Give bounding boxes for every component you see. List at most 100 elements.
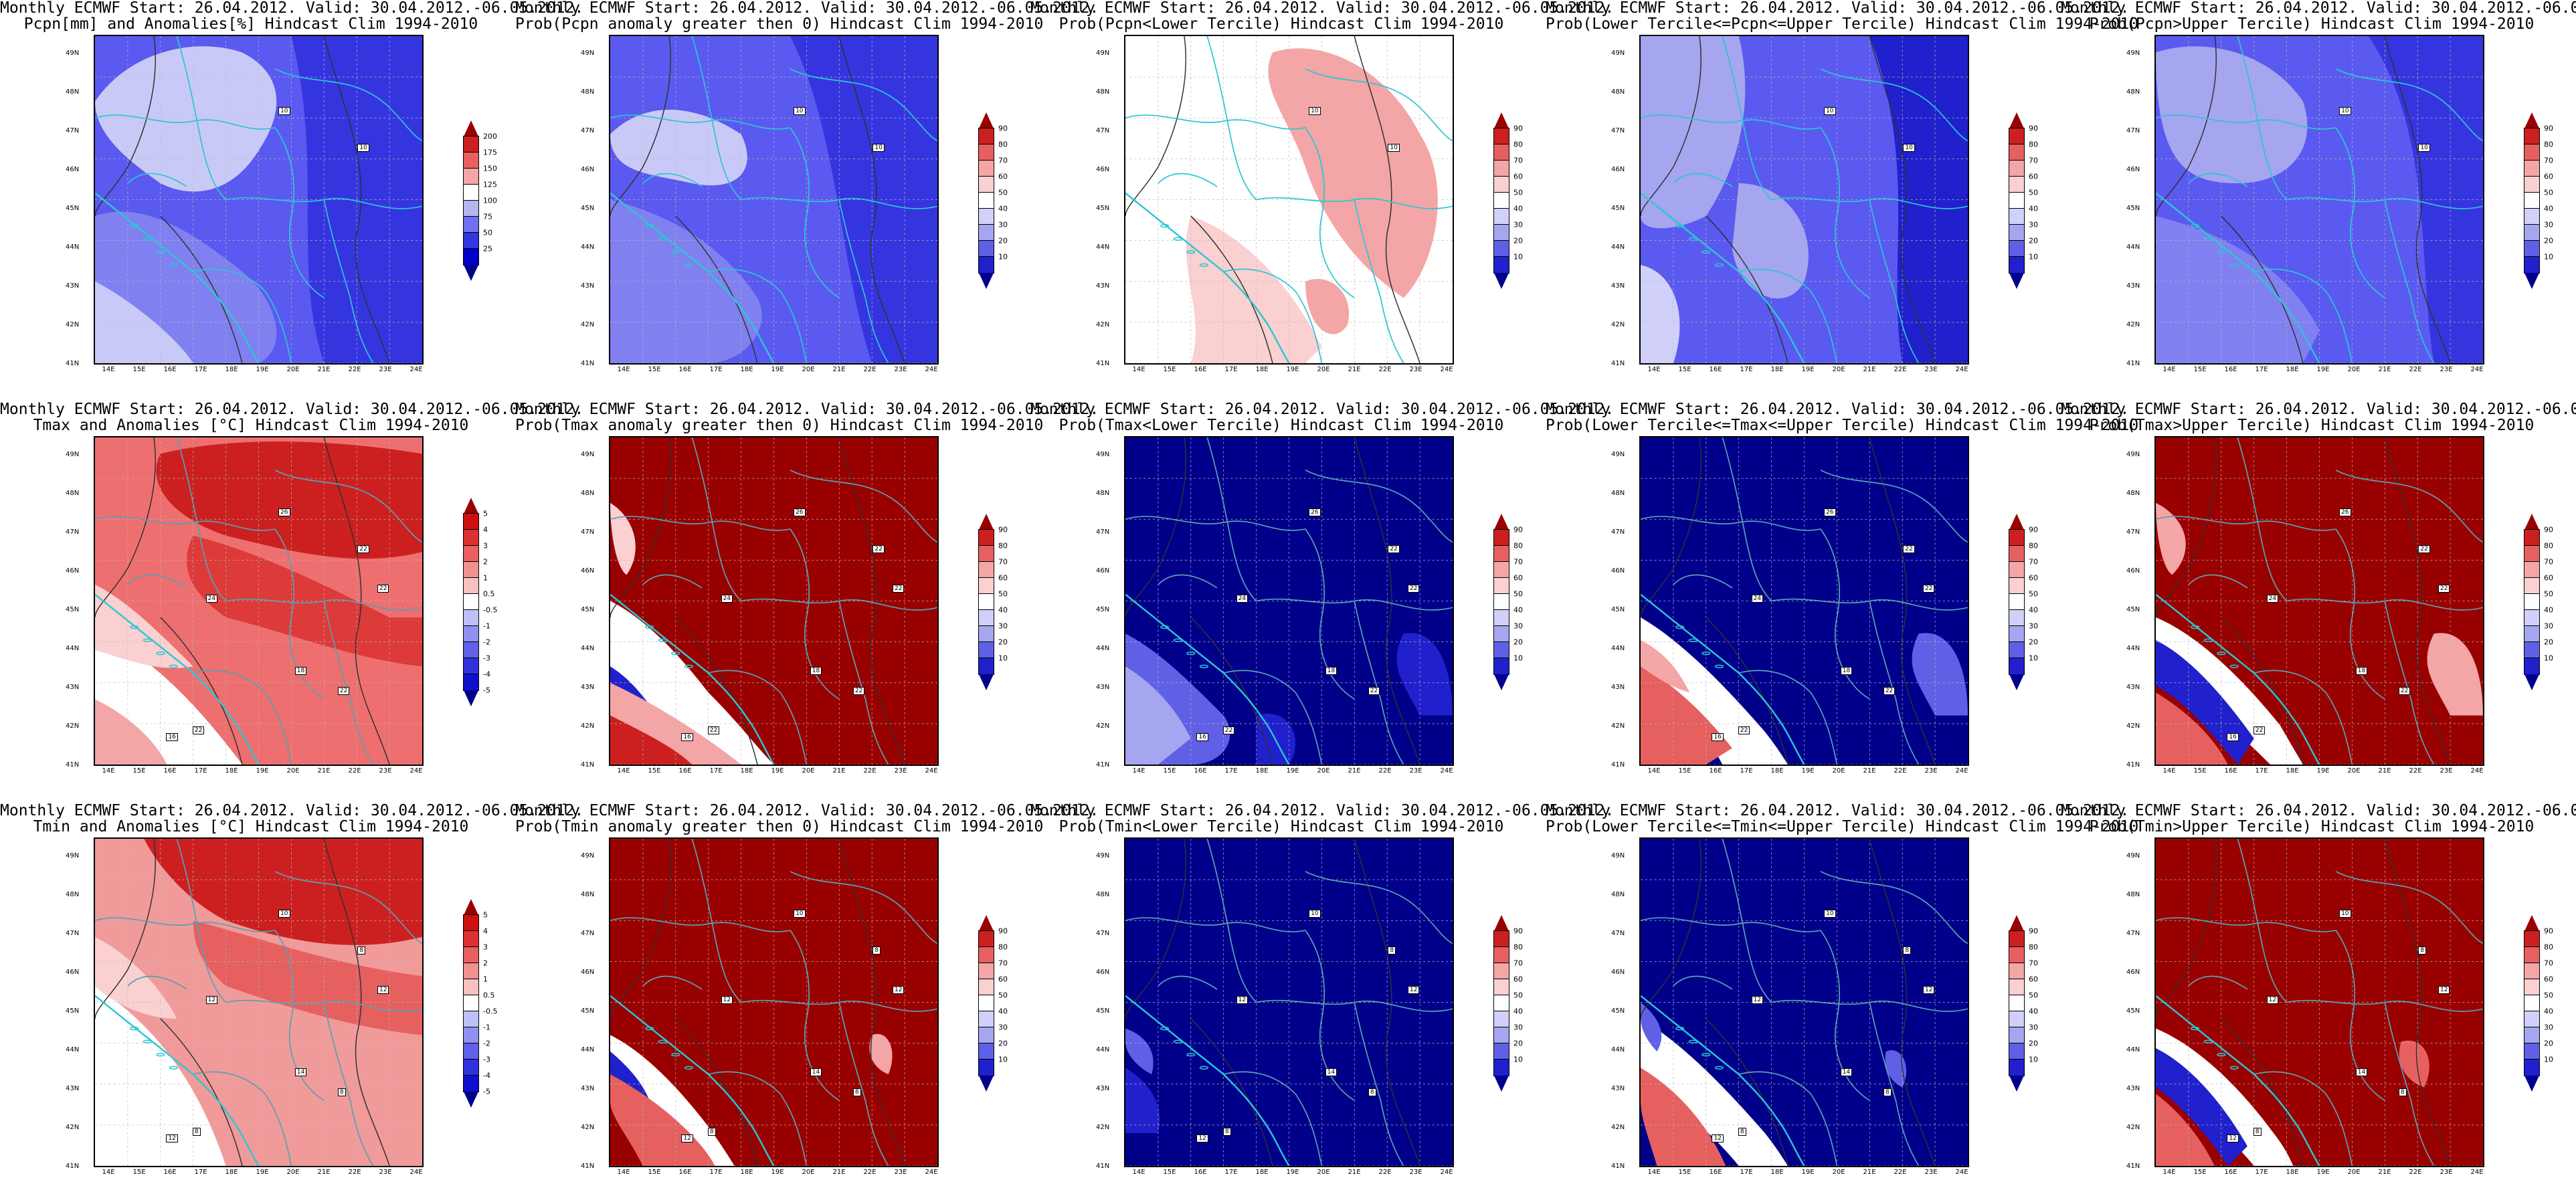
contour-line <box>675 215 758 363</box>
lon-tick-label: 15E <box>1163 1169 1176 1176</box>
field-region <box>95 585 193 668</box>
country-border <box>1722 437 1772 602</box>
country-border <box>2188 975 2248 990</box>
contour-label: 22 <box>2418 544 2430 553</box>
country-border <box>2237 839 2288 1003</box>
country-border <box>95 516 276 531</box>
lat-tick-label: 44N <box>2126 243 2140 251</box>
lon-tick-label: 16E <box>2224 366 2237 373</box>
colorbar-label: 1 <box>483 975 488 984</box>
lat-tick-label: 46N <box>581 969 595 976</box>
colorbar-label: 10 <box>2544 654 2553 663</box>
country-border <box>2156 516 2336 531</box>
colorbar-label: 60 <box>2029 172 2038 181</box>
lat-tick-label: 44N <box>1611 1046 1625 1054</box>
colorbar-label: 40 <box>1513 605 1523 615</box>
country-border <box>274 470 422 543</box>
contour-line <box>160 1018 243 1166</box>
colorbar-cell <box>463 232 479 249</box>
contour-label: 8 <box>872 946 881 955</box>
lat-tick-label: 48N <box>66 88 80 96</box>
field-region <box>144 839 422 945</box>
colorbar-label: 80 <box>2544 942 2553 952</box>
colorbar <box>463 899 479 1108</box>
lat-tick-label: 48N <box>2126 88 2140 96</box>
colorbar-cell <box>2524 609 2540 627</box>
country-border <box>274 68 422 142</box>
colorbar-label: 100 <box>483 196 497 205</box>
panel-title-line2: Prob(Tmin>Upper Tercile) Hindcast Clim 1… <box>2089 818 2535 835</box>
lon-tick-label: 18E <box>2286 366 2299 373</box>
country-border <box>838 601 889 765</box>
lat-tick-label: 42N <box>2126 722 2140 730</box>
field-region <box>610 1035 735 1166</box>
colorbar-cell <box>463 561 479 579</box>
lat-tick-label: 41N <box>1096 360 1110 367</box>
lat-tick-label: 47N <box>1096 930 1110 937</box>
lat-tick-label: 42N <box>581 321 595 328</box>
lon-tick-label: 20E <box>1317 1169 1330 1176</box>
field-region <box>610 1051 650 1101</box>
colorbar-cell <box>978 545 994 563</box>
lon-tick-label: 19E <box>1286 366 1299 373</box>
country-border <box>2253 1071 2353 1166</box>
colorbar-cell <box>2009 224 2025 241</box>
colorbar-label: 70 <box>1513 156 1523 165</box>
country-border <box>1820 528 1870 700</box>
country-border <box>2237 437 2288 602</box>
country-border <box>1305 127 1355 298</box>
island <box>156 1053 165 1057</box>
colorbar-cell <box>1493 979 1509 996</box>
lon-tick-label: 15E <box>132 366 146 373</box>
map-plot <box>1639 436 1969 766</box>
colorbar-cell <box>1493 144 1509 161</box>
lon-tick-label: 18E <box>1770 1169 1784 1176</box>
contour-label: 10 <box>278 910 290 918</box>
contour-label: 24 <box>205 594 218 603</box>
colorbar-cell <box>2009 930 2025 948</box>
colorbar-label: 80 <box>998 541 1008 550</box>
lon-tick-label: 18E <box>1255 767 1269 775</box>
lat-tick-label: 47N <box>1611 528 1625 536</box>
country-border <box>2384 1002 2435 1166</box>
colorbar-label: 50 <box>2544 589 2553 599</box>
lon-tick-label: 18E <box>1770 767 1784 775</box>
country-border <box>691 839 742 1003</box>
colorbar-cell <box>978 1027 994 1044</box>
map-panel: Monthly ECMWF Start: 26.04.2012. Valid: … <box>1030 401 1614 803</box>
colorbar-cell <box>2524 946 2540 964</box>
country-border <box>176 36 227 201</box>
colorbar-cell <box>978 176 994 193</box>
contour-label: 8 <box>2253 1127 2262 1136</box>
contour-label: 14 <box>1840 1068 1853 1077</box>
contour-label: 12 <box>377 985 389 994</box>
colorbar-label: 60 <box>1513 172 1523 181</box>
contour-label: 22 <box>1883 686 1896 695</box>
contour-line <box>1869 437 1936 765</box>
lon-tick-label: 19E <box>771 366 784 373</box>
lon-tick-label: 15E <box>2193 767 2207 775</box>
lon-tick-label: 24E <box>409 366 423 373</box>
contour-line <box>1641 36 1701 217</box>
lon-tick-label: 23E <box>379 366 392 373</box>
colorbar-top-arrow <box>2009 112 2024 128</box>
field-base <box>1125 839 1453 1166</box>
colorbar-cell <box>2524 963 2540 980</box>
colorbar-bottom-arrow <box>464 1092 478 1108</box>
map-panel: Monthly ECMWF Start: 26.04.2012. Valid: … <box>0 401 583 803</box>
contour-line <box>1869 36 1936 363</box>
colorbar-cell <box>1493 1043 1509 1060</box>
contour-label: 12 <box>1196 1134 1208 1142</box>
lon-tick-label: 23E <box>894 366 907 373</box>
colorbar-bottom-arrow <box>464 690 478 706</box>
lon-tick-label: 21E <box>832 767 846 775</box>
colorbar-top-arrow <box>979 514 994 530</box>
lat-tick-label: 42N <box>2126 321 2140 328</box>
contour-line <box>675 617 758 765</box>
contour-line <box>95 839 156 1019</box>
colorbar-cell <box>2524 658 2540 675</box>
colorbar <box>978 112 994 289</box>
contour-label: 12 <box>166 1134 178 1142</box>
colorbar-cell <box>978 160 994 177</box>
map-panel: Monthly ECMWF Start: 26.04.2012. Valid: … <box>2061 0 2576 401</box>
